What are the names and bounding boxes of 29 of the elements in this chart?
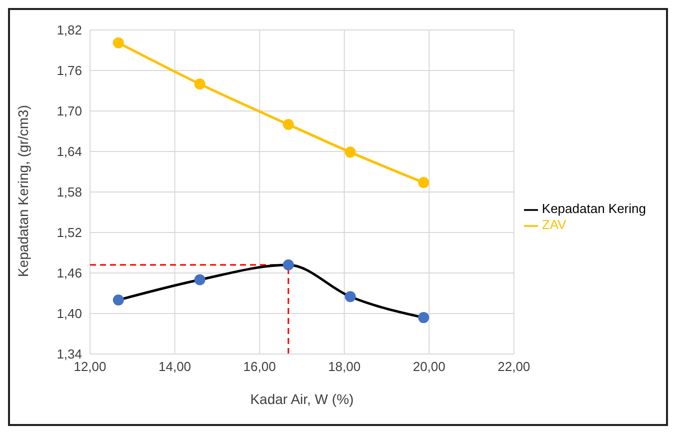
point <box>194 78 206 90</box>
point <box>418 177 430 188</box>
x-tick-label: 16,00 <box>243 359 276 374</box>
point <box>112 37 124 48</box>
x-tick-label: 22,00 <box>498 359 530 374</box>
y-tick-label: 1,52 <box>56 225 82 240</box>
point <box>344 146 356 158</box>
y-tick-label: 1,46 <box>56 266 82 281</box>
point <box>282 259 294 270</box>
x-tick-label: 20,00 <box>412 359 446 374</box>
legend-label: ZAV <box>542 217 566 232</box>
y-tick-label: 1,70 <box>56 104 82 119</box>
x-tick-label: 18,00 <box>328 359 361 374</box>
point <box>418 312 430 324</box>
y-tick-label: 1,76 <box>56 63 82 78</box>
y-tick-label: 1,64 <box>56 144 82 160</box>
x-tick-label: 14,00 <box>158 359 192 374</box>
x-axis-title: Kadar Air, W (%) <box>250 391 354 407</box>
point <box>194 274 206 286</box>
y-tick-label: 1,82 <box>56 22 82 38</box>
legend-label: Kepadatan Kering <box>542 201 646 216</box>
y-tick-label: 1,34 <box>56 346 82 362</box>
point <box>344 291 356 302</box>
y-tick-label: 1,58 <box>56 184 82 200</box>
point <box>112 294 124 306</box>
y-axis-title: Kepadatan Kering, (gr/cm3) <box>14 105 31 277</box>
x-tick-label: 12,00 <box>74 359 106 374</box>
y-tick-label: 1,40 <box>56 306 82 322</box>
point <box>282 119 294 130</box>
